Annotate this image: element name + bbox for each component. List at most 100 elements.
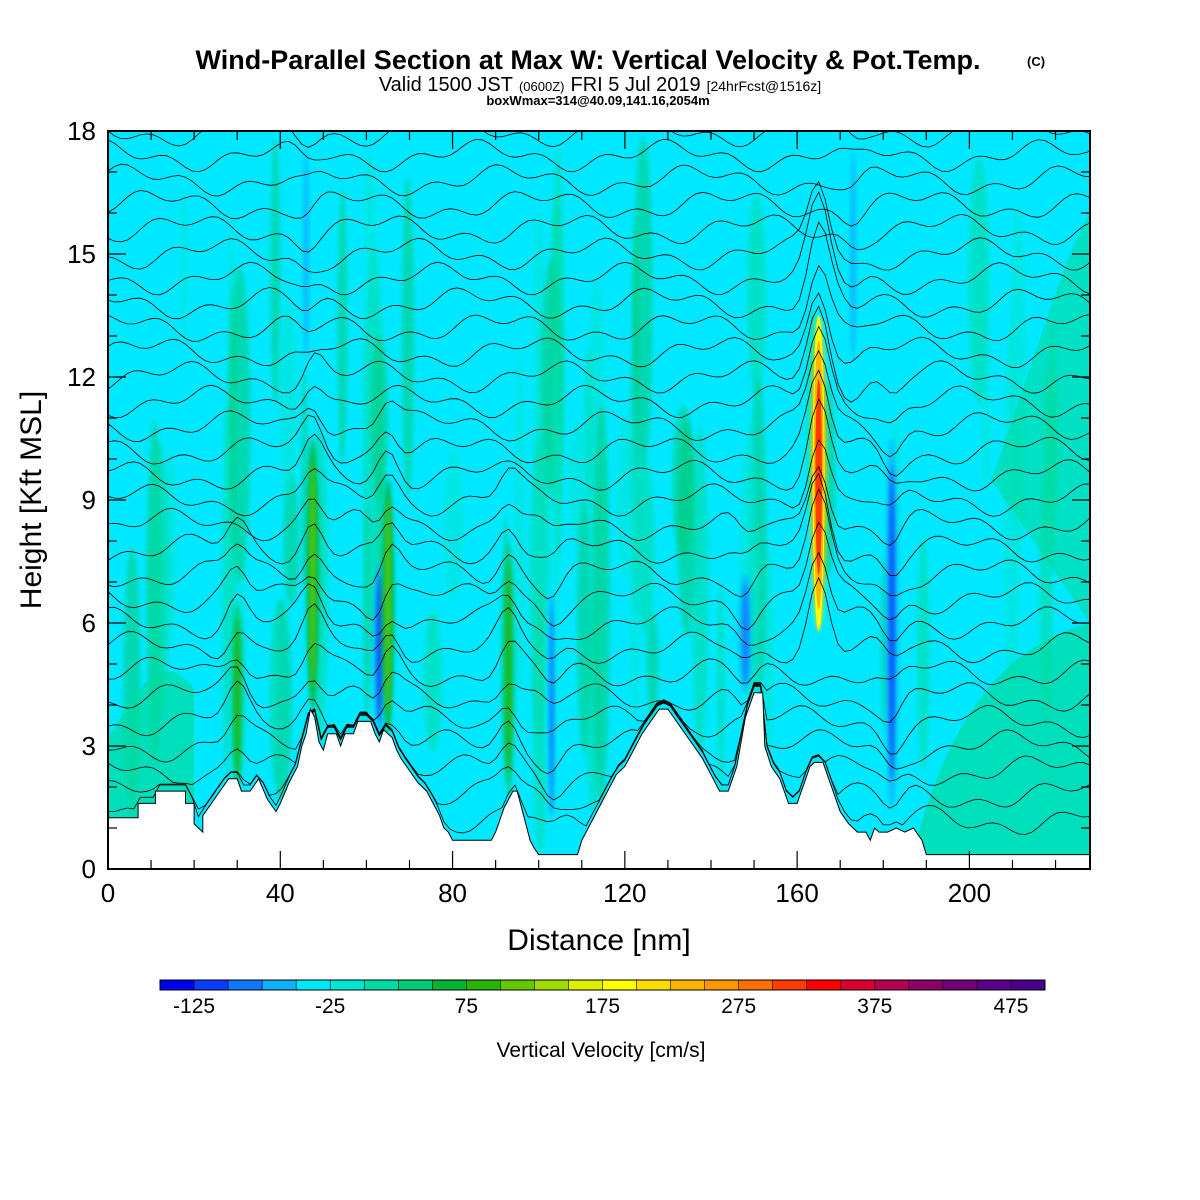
colorbar-swatch	[296, 980, 331, 990]
velocity-plume	[850, 149, 856, 359]
isentrope-line	[108, 683, 1090, 775]
isentrope-line	[108, 369, 1090, 477]
colorbar-tick-label: 475	[993, 995, 1028, 1018]
colorbar-swatch	[330, 980, 365, 990]
valid-prefix: Valid 1500 JST	[379, 74, 513, 96]
isentrope-line	[108, 190, 1090, 227]
y-tick-label: 0	[82, 854, 96, 884]
potential-temperature-contours	[108, 131, 1090, 835]
isentrope-line	[108, 292, 1090, 369]
colorbar-swatch	[160, 980, 195, 990]
shading-band	[370, 334, 389, 502]
shading-band	[916, 535, 930, 772]
y-axis-label: Height [Kft MSL]	[15, 391, 48, 609]
colorbar-swatch	[840, 980, 876, 990]
chart-title: Wind-Parallel Section at Max W: Vertical…	[196, 45, 981, 75]
y-tick-label: 9	[82, 485, 96, 515]
shading-band	[270, 138, 281, 408]
shading-band	[633, 135, 653, 468]
copyright-mark: (C)	[1027, 54, 1045, 69]
y-tick-label: 12	[67, 362, 96, 392]
shading-band	[270, 604, 277, 755]
isentrope-line	[108, 488, 1090, 600]
colorbar-tick-label: 275	[721, 995, 756, 1018]
velocity-plume	[385, 498, 391, 715]
y-tick-label: 15	[67, 239, 96, 269]
isentrope-line	[108, 439, 1090, 517]
colorbar-swatch	[194, 980, 229, 990]
shading-band	[283, 473, 299, 607]
y-axis: 0 3 6 9 12 15 18	[67, 116, 1090, 884]
box-wmax-info: boxWmax=314@40.09,141.16,2054m	[486, 93, 709, 108]
velocity-plume	[376, 574, 382, 721]
colorbar-swatch	[568, 980, 603, 990]
isentrope-line	[108, 465, 1090, 547]
colorbar-swatch	[908, 980, 944, 990]
isentrope-line	[108, 264, 1090, 342]
colorbar-swatch	[670, 980, 706, 990]
shading-band	[228, 266, 251, 583]
x-tick-label: 160	[775, 878, 818, 908]
shading-band	[423, 609, 442, 753]
colorbar-swatch	[942, 980, 978, 990]
y-tick-label: 3	[82, 731, 96, 761]
colorbar-swatch	[534, 980, 569, 990]
isentrope-line	[108, 521, 1090, 631]
isentrope-line	[108, 213, 1090, 253]
shading-band	[147, 441, 170, 718]
shading-band	[364, 152, 376, 278]
shading-band	[691, 425, 709, 756]
shading-band	[532, 585, 548, 855]
x-tick-label: 80	[438, 878, 467, 908]
x-tick-label: 200	[948, 878, 991, 908]
isentrope-line	[108, 397, 1090, 492]
forecast-info: [24hrFcst@1516z]	[707, 78, 822, 94]
isentrope-line	[108, 472, 1090, 577]
shading-band	[180, 189, 188, 340]
shading-band	[301, 363, 308, 590]
isentrope-line	[108, 163, 1090, 197]
colorbar-swatch	[228, 980, 263, 990]
colorbar-swatch	[398, 980, 433, 990]
velocity-plume	[310, 458, 316, 689]
colorbar-swatch	[738, 980, 774, 990]
isentrope-line	[108, 551, 1090, 646]
colorbar-swatch	[1010, 980, 1046, 990]
shading-band	[716, 580, 725, 792]
isentrope-line	[108, 576, 1090, 664]
isentrope-line	[108, 138, 1090, 173]
x-tick-label: 120	[603, 878, 646, 908]
isentrope-line	[108, 191, 1090, 296]
isentrope-line	[108, 349, 1090, 458]
x-axis: 0 40 80 120 160 200	[101, 131, 1057, 908]
shading-band	[514, 352, 525, 696]
colorbar-swatch	[806, 980, 842, 990]
colorbar-tick-label: -125	[173, 995, 215, 1018]
isentrope-line	[108, 666, 1090, 723]
valid-utc: (0600Z)	[519, 79, 565, 94]
colorbar-swatch	[466, 980, 501, 990]
isentrope-line	[108, 221, 1090, 320]
shading-band	[337, 188, 348, 466]
isentrope-line	[108, 180, 1090, 274]
x-tick-label: 40	[266, 878, 295, 908]
shading-band	[442, 450, 464, 600]
shading-band	[746, 195, 767, 394]
colorbar-tick-label: 175	[585, 995, 620, 1018]
colorbar-tick-label: -25	[315, 995, 345, 1018]
valid-date: FRI 5 Jul 2019	[571, 74, 701, 96]
colorbar-swatch	[976, 980, 1012, 990]
colorbar-swatch	[602, 980, 637, 990]
shading-band	[576, 499, 592, 755]
colorbar-swatch	[636, 980, 671, 990]
colorbar-swatch	[874, 980, 910, 990]
colorbar-tick-label: 75	[455, 995, 478, 1018]
upper-band-right	[990, 213, 1090, 623]
velocity-plume	[549, 593, 555, 817]
velocity-plume	[889, 466, 895, 780]
shading-band	[672, 405, 695, 559]
colorbar-tick-label: 375	[857, 995, 892, 1018]
x-axis-label: Distance [nm]	[507, 924, 690, 957]
isentrope-line	[108, 325, 1090, 424]
